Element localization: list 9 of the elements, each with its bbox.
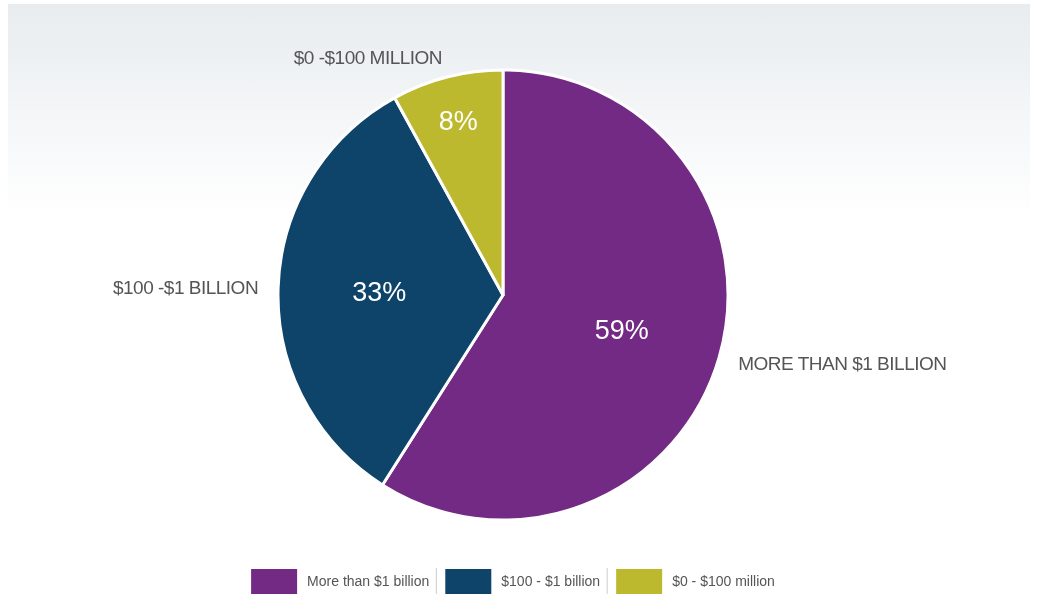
data-label: 59% (594, 314, 649, 345)
legend-label: $0 - $100 million (672, 572, 775, 589)
data-label: 33% (352, 276, 407, 307)
text: $0 -$100 MILLION (293, 47, 443, 69)
legend-label: $100 - $1 billion (501, 572, 601, 589)
data-label: 8% (438, 106, 478, 137)
legend-label: More than $1 billion (307, 572, 430, 589)
text: MORE THAN $1 BILLION (738, 353, 947, 374)
text: $100 -$1 BILLION (112, 276, 259, 298)
